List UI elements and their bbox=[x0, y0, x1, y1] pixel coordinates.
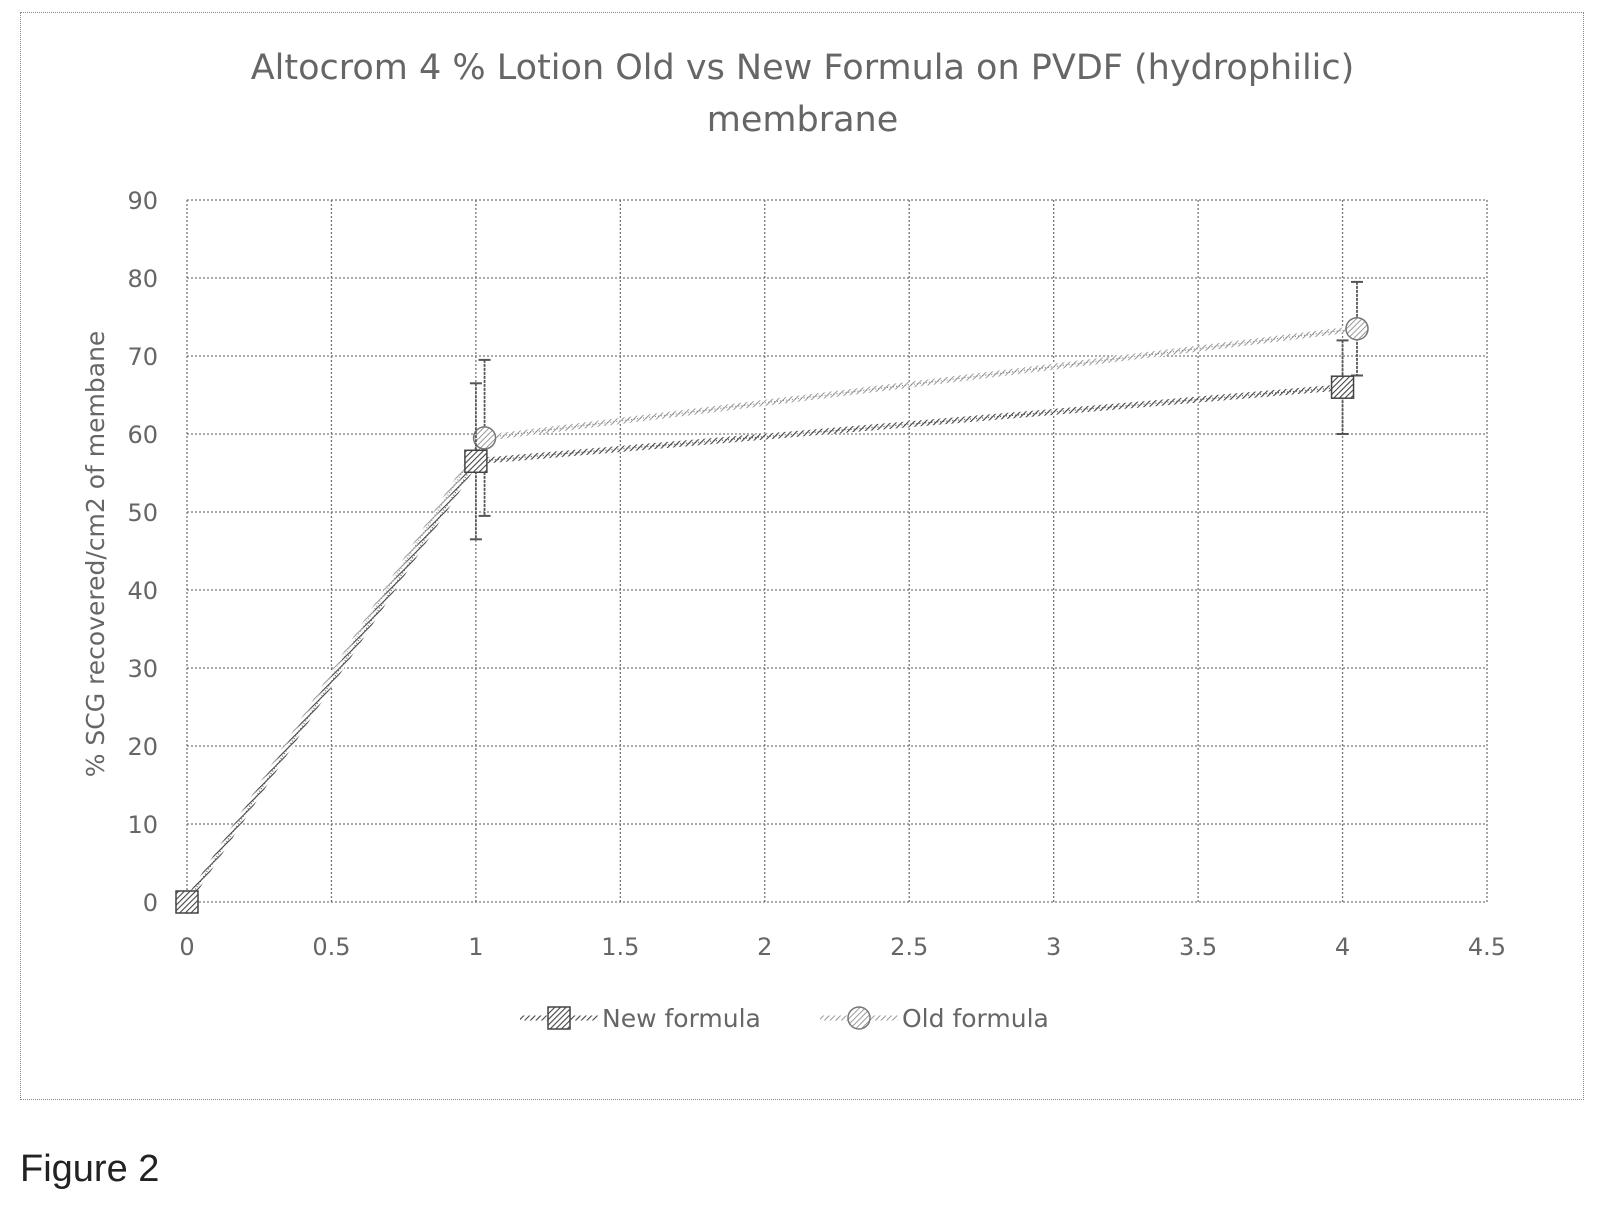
y-axis-label: % SCG recovered/cm2 of membane bbox=[81, 331, 110, 778]
series-new-formula bbox=[175, 339, 1355, 914]
series-line-texture bbox=[186, 328, 1358, 903]
chart-title: Altocrom 4 % Lotion Old vs New Formula o… bbox=[0, 42, 1605, 146]
y-tick-label: 40 bbox=[127, 577, 158, 605]
legend-marker bbox=[847, 1006, 871, 1030]
x-tick-label: 3.5 bbox=[1179, 933, 1217, 961]
data-point bbox=[175, 890, 199, 914]
x-tick-label: 4.5 bbox=[1468, 933, 1506, 961]
data-point bbox=[1345, 316, 1369, 341]
y-tick-label: 70 bbox=[127, 343, 158, 371]
x-tick-label: 0.5 bbox=[312, 933, 350, 961]
chart-title-line-1: Altocrom 4 % Lotion Old vs New Formula o… bbox=[250, 48, 1355, 88]
figure-caption: Figure 2 bbox=[20, 1148, 160, 1190]
y-tick-label: 90 bbox=[127, 187, 158, 215]
y-axis-ticks: 0 10 20 30 40 50 60 70 80 90 bbox=[127, 187, 158, 917]
y-tick-label: 20 bbox=[127, 733, 158, 761]
legend: New formula Old formula bbox=[520, 1004, 1049, 1033]
x-tick-label: 2.5 bbox=[890, 933, 928, 961]
legend-marker bbox=[547, 1006, 571, 1030]
y-tick-label: 10 bbox=[127, 811, 158, 839]
y-tick-label: 50 bbox=[127, 499, 158, 527]
y-tick-label: 0 bbox=[143, 889, 158, 917]
x-tick-label: 1 bbox=[468, 933, 483, 961]
legend-label: New formula bbox=[602, 1004, 761, 1033]
x-tick-label: 2 bbox=[757, 933, 772, 961]
chart-title-line-2: membrane bbox=[706, 100, 899, 140]
legend-item-new-formula: New formula bbox=[520, 1004, 761, 1033]
chart-frame bbox=[20, 12, 1584, 1100]
x-tick-label: 3 bbox=[1046, 933, 1061, 961]
data-point bbox=[1330, 375, 1355, 399]
x-tick-label: 4 bbox=[1335, 933, 1350, 961]
y-tick-label: 60 bbox=[127, 421, 158, 449]
legend-item-old-formula: Old formula bbox=[820, 1004, 1049, 1033]
series-layer bbox=[175, 280, 1369, 914]
y-tick-label: 30 bbox=[127, 655, 158, 683]
data-point bbox=[464, 449, 488, 474]
series-line bbox=[184, 325, 1358, 904]
data-point bbox=[472, 426, 497, 450]
x-tick-label: 1.5 bbox=[601, 933, 639, 961]
x-tick-label: 0 bbox=[179, 933, 194, 961]
grid bbox=[186, 199, 1488, 903]
series-old-formula bbox=[175, 280, 1369, 914]
x-axis-ticks: 0 0.5 1 1.5 2 2.5 3 3.5 4 4.5 bbox=[179, 933, 1506, 961]
legend-label: Old formula bbox=[902, 1004, 1049, 1033]
y-tick-label: 80 bbox=[127, 265, 158, 293]
